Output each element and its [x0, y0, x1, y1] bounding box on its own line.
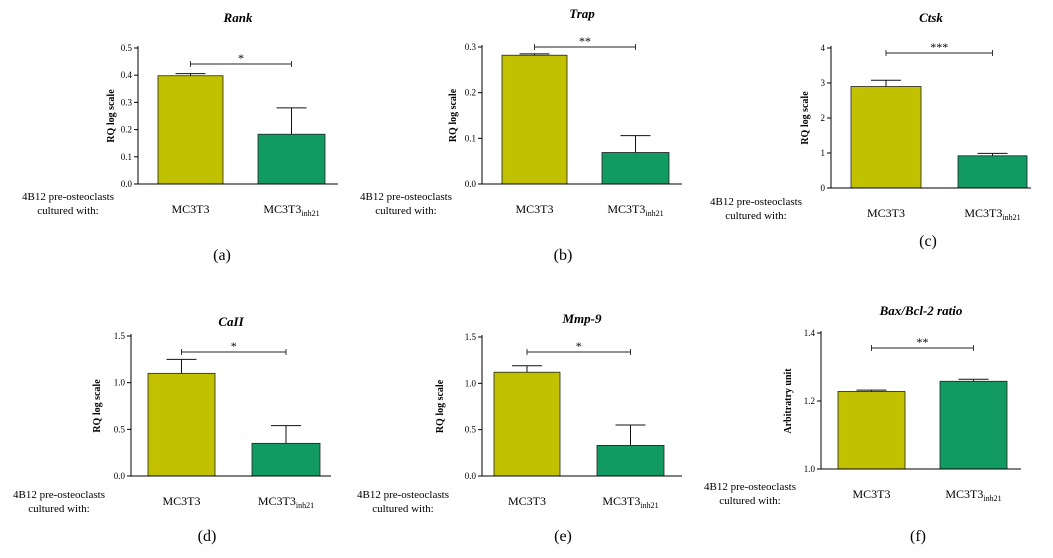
row-label: 4B12 pre-osteoclasts	[710, 196, 802, 208]
y-tick-label: 0.2	[465, 88, 476, 98]
y-tick-label: 1.0	[465, 378, 477, 388]
significance-label: *	[231, 339, 237, 353]
y-tick-label: 1.5	[465, 332, 477, 342]
y-axis-label: RQ log scale	[448, 88, 459, 142]
chart-panel-4: CaII RQ log scale 0.0 0.5 1.0 1.5 * MC3T3 MC3T3i…	[13, 314, 331, 545]
y-tick-label: 0.0	[114, 471, 126, 481]
category-label: MC3T3inh21	[964, 206, 1020, 222]
y-tick-label: 1.5	[114, 331, 126, 341]
y-tick-label: 1	[821, 148, 826, 158]
panel-caption: (f)	[910, 528, 926, 545]
y-tick-label: 2	[821, 113, 826, 123]
bar-mc3t3	[157, 75, 224, 185]
category-label: MC3T3	[515, 202, 553, 216]
panel-caption: (d)	[198, 528, 217, 545]
significance-label: *	[238, 51, 244, 65]
category-subscript: inh21	[645, 209, 663, 218]
chart-title: Mmp-9	[562, 311, 603, 326]
chart-panel-6: Bax/Bcl-2 ratio Arbitratry unit 1.0 1.2 1.4 *…	[704, 303, 1021, 545]
y-tick-label: 0	[821, 183, 826, 193]
y-tick-label: 0.2	[121, 125, 132, 135]
row-label: 4B12 pre-osteoclasts	[357, 489, 449, 501]
significance-label: ***	[930, 40, 948, 54]
y-tick-label: 1.0	[804, 464, 816, 474]
row-label: 4B12 pre-osteoclasts	[13, 489, 105, 501]
y-axis-label: RQ log scale	[435, 379, 446, 433]
chart-panel-2: Trap RQ log scale 0.0 0.1 0.2 0.3 ** MC3T3 MC3T3…	[360, 6, 682, 264]
bar-mc3t3inh21	[957, 155, 1028, 189]
bar-mc3t3inh21	[601, 152, 670, 185]
category-subscript: inh21	[296, 501, 314, 510]
category-subscript: inh21	[301, 209, 319, 218]
category-label: MC3T3inh21	[258, 494, 314, 510]
y-tick-label: 0.1	[121, 152, 132, 162]
y-tick-label: 0.3	[465, 42, 477, 52]
category-label: MC3T3	[171, 202, 209, 216]
category-label: MC3T3inh21	[945, 487, 1001, 503]
bar-mc3t3	[837, 391, 906, 470]
category-label: MC3T3inh21	[607, 202, 663, 218]
y-tick-label: 0.3	[121, 97, 133, 107]
bar-mc3t3inh21	[596, 445, 665, 477]
chart-title: CaII	[218, 314, 244, 329]
chart-title: Ctsk	[919, 10, 943, 25]
row-label: cultured with:	[28, 503, 89, 515]
bar-mc3t3	[850, 86, 922, 189]
row-label: cultured with:	[725, 210, 786, 222]
panel-caption: (b)	[554, 247, 573, 264]
category-subscript: inh21	[983, 494, 1001, 503]
y-tick-label: 1.4	[804, 328, 816, 338]
chart-panel-1: Rank RQ log scale 0.0 0.1 0.2 0.3 0.4 0.5 * MC3T3…	[22, 10, 338, 264]
y-tick-label: 3	[821, 78, 826, 88]
row-label: cultured with:	[372, 503, 433, 515]
y-tick-label: 4	[821, 43, 826, 53]
significance-label: **	[917, 335, 929, 349]
category-subscript: inh21	[640, 501, 658, 510]
row-label: cultured with:	[375, 205, 436, 217]
significance-label: **	[579, 34, 591, 48]
row-label: 4B12 pre-osteoclasts	[360, 191, 452, 203]
bar-mc3t3	[147, 372, 216, 477]
y-tick-label: 0.5	[121, 43, 133, 53]
y-tick-label: 1.0	[114, 378, 126, 388]
bar-mc3t3inh21	[257, 133, 326, 185]
chart-title: Trap	[569, 6, 595, 21]
chart-panel-5: Mmp-9 RQ log scale 0.0 0.5 1.0 1.5 * MC3T3 MC3T3…	[357, 311, 682, 545]
y-axis-label: Arbitratry unit	[783, 368, 794, 434]
y-axis-label: RQ log scale	[92, 379, 103, 433]
row-label: cultured with:	[719, 495, 780, 507]
category-subscript: inh21	[1002, 213, 1020, 222]
panel-caption: (a)	[213, 247, 231, 264]
y-tick-label: 0.0	[121, 179, 133, 189]
category-label: MC3T3	[162, 494, 200, 508]
y-axis-label: RQ log scale	[106, 89, 117, 143]
bar-mc3t3inh21	[939, 380, 1008, 470]
category-label: MC3T3inh21	[602, 494, 658, 510]
bar-mc3t3	[501, 54, 568, 185]
panel-caption: (c)	[919, 233, 937, 250]
y-tick-label: 1.2	[804, 396, 815, 406]
chart-title: Rank	[223, 10, 253, 25]
y-tick-label: 0.4	[121, 70, 133, 80]
bar-mc3t3inh21	[251, 442, 321, 477]
panel-caption: (e)	[554, 528, 572, 545]
chart-title: Bax/Bcl-2 ratio	[879, 303, 963, 318]
significance-label: *	[576, 339, 582, 353]
category-label: MC3T3	[508, 494, 546, 508]
row-label: cultured with:	[37, 205, 98, 217]
y-tick-label: 0.0	[465, 471, 477, 481]
category-label: MC3T3	[867, 206, 905, 220]
chart-panel-3: Ctsk RQ log scale 0 1 2 3 4 *** MC3T3 MC3T3inh21 4…	[710, 10, 1031, 250]
bar-mc3t3	[493, 371, 561, 477]
y-tick-label: 0.5	[114, 424, 126, 434]
y-tick-label: 0.1	[465, 133, 476, 143]
row-label: 4B12 pre-osteoclasts	[22, 191, 114, 203]
y-axis-label: RQ log scale	[800, 91, 811, 145]
y-tick-label: 0.5	[465, 425, 477, 435]
category-label: MC3T3	[852, 487, 890, 501]
category-label: MC3T3inh21	[263, 202, 319, 218]
row-label: 4B12 pre-osteoclasts	[704, 481, 796, 493]
y-tick-label: 0.0	[465, 179, 477, 189]
